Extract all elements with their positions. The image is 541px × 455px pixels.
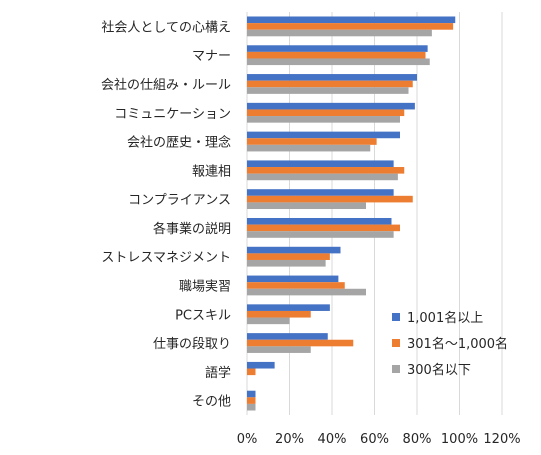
bar (247, 288, 366, 296)
legend-swatch (392, 313, 400, 321)
category-label: コミュニケーション (114, 107, 231, 122)
bar (247, 102, 415, 110)
category-label: 職場実習 (179, 278, 231, 294)
bar (247, 259, 326, 267)
bar (247, 87, 409, 94)
legend-swatch (392, 339, 400, 347)
bar (247, 173, 398, 181)
bar (247, 333, 328, 340)
bar (247, 138, 377, 145)
bar (247, 231, 394, 238)
x-tick-label: 40% (318, 432, 347, 447)
bar (247, 339, 354, 347)
grid-lines (246, 12, 503, 415)
bar (247, 109, 405, 117)
bar (247, 74, 417, 81)
bar (247, 346, 311, 353)
bar (247, 51, 426, 59)
bar (247, 160, 394, 168)
category-label: コンプライアンス (128, 193, 231, 208)
category-label: 報連相 (192, 164, 231, 179)
category-label: 会社の仕組み・ルール (101, 77, 231, 93)
category-label: ストレスマネジメント (101, 251, 231, 266)
x-tick-label: 20% (275, 432, 304, 447)
x-tick-label: 0% (237, 432, 258, 447)
x-tick-labels: 0% 20% 40% 60% 80% 100% 120% (237, 432, 521, 447)
bar (247, 45, 428, 52)
category-label: 各事業の説明 (153, 221, 231, 237)
bar (247, 144, 371, 152)
category-label: PCスキル (175, 308, 231, 323)
bar (247, 195, 413, 203)
bar (247, 361, 275, 369)
bars (247, 16, 456, 411)
category-label: 仕事の段取り (153, 337, 231, 352)
bar (247, 246, 341, 254)
bar (247, 282, 345, 289)
bar (247, 217, 392, 225)
bar (247, 23, 454, 30)
category-label: マナー (192, 49, 231, 64)
legend-label: 300名以下 (407, 362, 471, 378)
bar (247, 29, 432, 37)
bar (247, 58, 430, 66)
bar (247, 224, 400, 232)
legend-label: 1,001名以上 (407, 310, 483, 326)
bar (247, 397, 256, 404)
x-tick-label: 80% (403, 432, 432, 447)
bar (247, 167, 405, 174)
bar (247, 253, 330, 260)
x-tick-label: 60% (360, 432, 389, 447)
bar (247, 202, 366, 210)
bar (247, 131, 400, 139)
bar (247, 16, 456, 24)
bar (247, 403, 256, 411)
x-tick-label: 100% (441, 432, 478, 447)
category-labels: 社会人としての心構えマナー会社の仕組み・ルールコミュニケーション会社の歴史・理念… (101, 19, 231, 409)
legend: 1,001名以上 301名～1,000名 300名以下 (392, 310, 508, 378)
bar (247, 317, 290, 325)
bar (247, 275, 339, 283)
bar (247, 310, 311, 318)
category-label: 語学 (205, 365, 231, 381)
bar (247, 189, 394, 196)
category-label: 社会人としての心構え (101, 19, 231, 35)
bar (247, 304, 330, 311)
bar (247, 80, 413, 88)
legend-swatch (392, 365, 400, 373)
legend-label: 301名～1,000名 (407, 336, 508, 352)
category-label: その他 (192, 395, 231, 410)
category-label: 会社の歴史・理念 (127, 135, 231, 151)
bar (247, 390, 256, 398)
bar (247, 116, 400, 123)
bar (247, 368, 256, 376)
x-tick-label: 120% (483, 432, 520, 447)
